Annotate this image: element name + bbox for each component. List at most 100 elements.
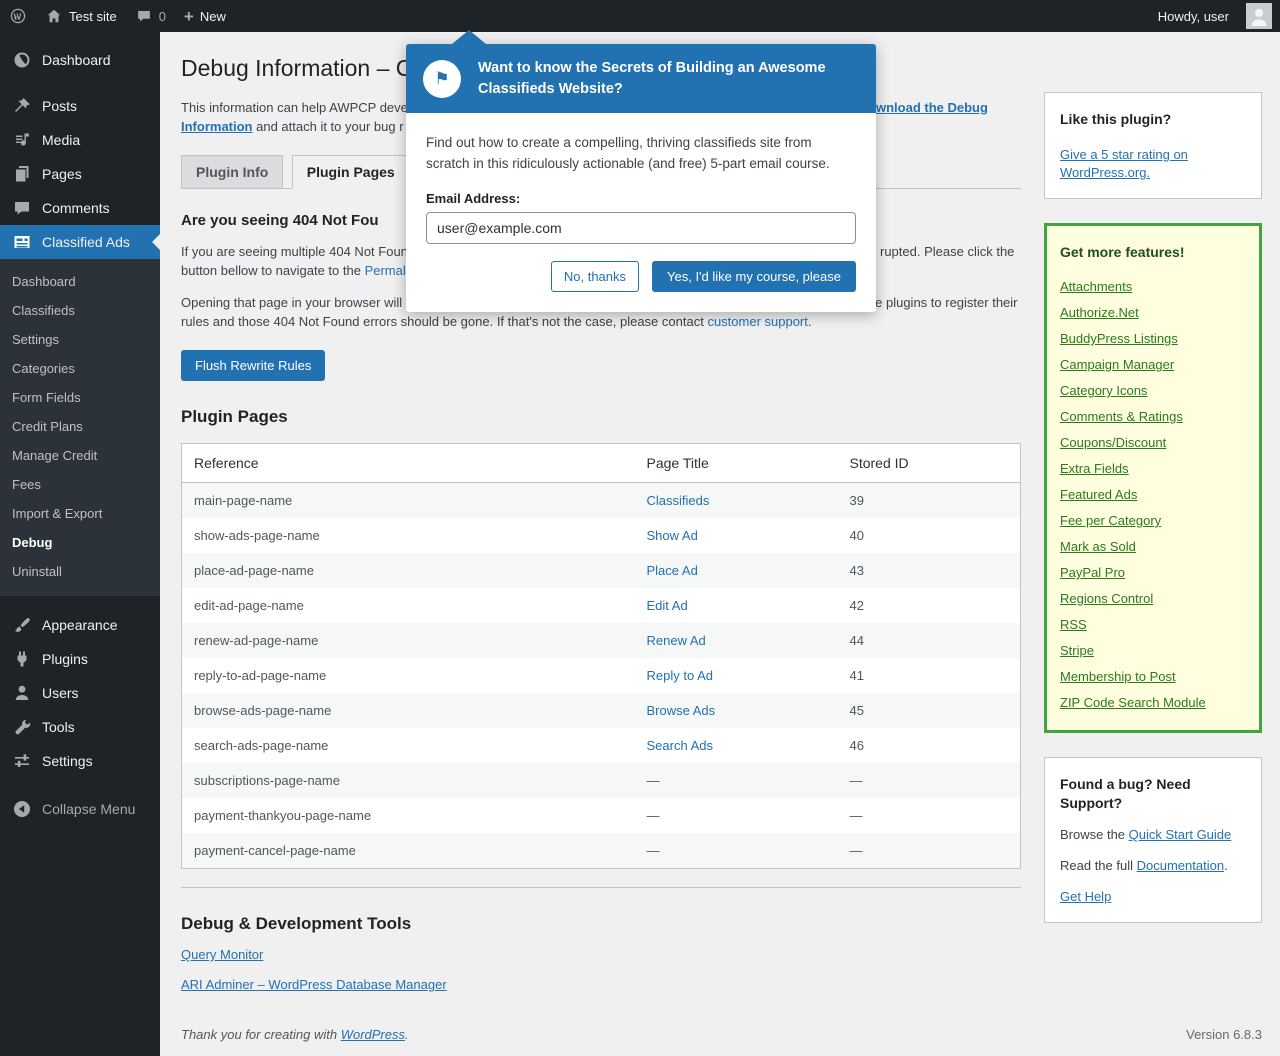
feature-link-comments-ratings[interactable]: Comments & Ratings	[1060, 409, 1183, 424]
sidebar-item-settings[interactable]: Settings	[0, 744, 160, 778]
sidebar-item-label: Plugins	[42, 651, 88, 667]
customer-support-link[interactable]: customer support	[707, 314, 808, 329]
sidebar-item-tools[interactable]: Tools	[0, 710, 160, 744]
feature-link-fee-per-category[interactable]: Fee per Category	[1060, 513, 1162, 528]
sidebar-item-comments[interactable]: Comments	[0, 191, 160, 225]
feature-link-membership-to-post[interactable]: Membership to Post	[1060, 669, 1176, 684]
quick-start-guide-link[interactable]: Quick Start Guide	[1128, 827, 1232, 842]
submenu-item-debug[interactable]: Debug	[12, 535, 53, 550]
404-p1-left: If you are seeing multiple 404 Not Foun	[181, 244, 408, 259]
feature-link-extra-fields[interactable]: Extra Fields	[1060, 461, 1129, 476]
submenu-item-dashboard[interactable]: Dashboard	[12, 274, 76, 289]
feature-link-mark-as-sold[interactable]: Mark as Sold	[1060, 539, 1136, 554]
flush-rewrite-rules-button[interactable]: Flush Rewrite Rules	[181, 350, 326, 381]
submenu-item-uninstall[interactable]: Uninstall	[12, 564, 62, 579]
admin-footer: Thank you for creating with WordPress. V…	[181, 1027, 1262, 1042]
feature-link-campaign-manager[interactable]: Campaign Manager	[1060, 357, 1175, 372]
wordpress-link[interactable]: WordPress	[340, 1027, 405, 1042]
cell-reference: renew-ad-page-name	[194, 633, 319, 648]
cell-stored-id: 45	[849, 703, 864, 718]
feature-link-rss[interactable]: RSS	[1060, 617, 1087, 632]
feature-link-stripe[interactable]: Stripe	[1060, 643, 1094, 658]
submenu-item-categories[interactable]: Categories	[12, 361, 75, 376]
sidebar-item-dashboard[interactable]: Dashboard	[0, 43, 160, 77]
accept-course-button[interactable]: Yes, I'd like my course, please	[652, 261, 856, 292]
sidebar-item-media[interactable]: Media	[0, 123, 160, 157]
sidebar-item-label: Settings	[42, 753, 93, 769]
feature-link-regions-control[interactable]: Regions Control	[1060, 591, 1154, 606]
page-title-link[interactable]: Classifieds	[646, 493, 710, 508]
submenu-item-classifieds[interactable]: Classifieds	[12, 303, 75, 318]
sidebar-item-pages[interactable]: Pages	[0, 157, 160, 191]
get-help-link[interactable]: Get Help	[1060, 889, 1112, 904]
feature-link-attachments[interactable]: Attachments	[1060, 279, 1133, 294]
page-title-link[interactable]: Reply to Ad	[646, 668, 714, 683]
cell-stored-id: 41	[849, 668, 864, 683]
page-title-link[interactable]: Place Ad	[646, 563, 698, 578]
column-header-page-title: Page Title	[634, 443, 838, 483]
table-row: place-ad-page-name Place Ad 43	[181, 553, 1021, 588]
pages-icon	[16, 166, 29, 182]
wordpress-logo-menu[interactable]	[0, 0, 36, 32]
table-row: browse-ads-page-name Browse Ads 45	[181, 693, 1021, 728]
email-address-input[interactable]	[426, 212, 856, 244]
feature-link-authorize-net[interactable]: Authorize.Net	[1060, 305, 1139, 320]
account-menu[interactable]: Howdy, user	[1149, 0, 1238, 32]
features-heading: Get more features!	[1060, 244, 1185, 260]
tab-plugin-pages[interactable]: Plugin Pages	[291, 155, 410, 189]
cell-reference: search-ads-page-name	[194, 738, 329, 753]
submenu-item-form-fields[interactable]: Form Fields	[12, 390, 81, 405]
email-address-label: Email Address:	[426, 191, 521, 206]
rate-plugin-heading: Like this plugin?	[1060, 111, 1172, 127]
cell-reference: subscriptions-page-name	[194, 773, 340, 788]
page-title-link[interactable]: Edit Ad	[646, 598, 688, 613]
sidebar-item-appearance[interactable]: Appearance	[0, 608, 160, 642]
sidebar-item-label: Tools	[42, 719, 75, 735]
page-title-link[interactable]: Search Ads	[646, 738, 714, 753]
page-title-link[interactable]: Show Ad	[646, 528, 698, 543]
sidebar-item-label: Classified Ads	[42, 234, 130, 250]
support-line-3: Get Help	[1060, 888, 1246, 906]
sidebar-item-label: Users	[42, 685, 79, 701]
plug-icon	[17, 651, 27, 667]
download-debug-link[interactable]: wnload the Debug	[876, 100, 988, 115]
cell-stored-id: 39	[849, 493, 864, 508]
new-content-menu[interactable]: + New	[175, 0, 235, 32]
submenu-item-import-export[interactable]: Import & Export	[12, 506, 103, 521]
404-section-heading: Are you seeing 404 Not Fou	[181, 212, 379, 229]
download-debug-link-continued[interactable]: Information	[181, 119, 253, 134]
support-line1-text: Browse the	[1060, 827, 1129, 842]
page-title-link[interactable]: Renew Ad	[646, 633, 706, 648]
404-p1-line2: button bellow to navigate to the	[181, 263, 365, 278]
page-title-link[interactable]: Browse Ads	[646, 703, 716, 718]
dashboard-gauge-icon	[14, 52, 30, 68]
feature-link-buddypress-listings[interactable]: BuddyPress Listings	[1060, 331, 1178, 346]
feature-link-coupons-discount[interactable]: Coupons/Discount	[1060, 435, 1167, 450]
avatar[interactable]	[1246, 3, 1272, 29]
sidebar-item-users[interactable]: Users	[0, 676, 160, 710]
site-menu[interactable]: Test site	[36, 0, 126, 32]
sidebar-item-posts[interactable]: Posts	[0, 89, 160, 123]
no-thanks-button[interactable]: No, thanks	[550, 261, 640, 292]
site-name: Test site	[69, 8, 117, 24]
submenu-item-fees[interactable]: Fees	[12, 477, 41, 492]
sidebar-item-classified-ads[interactable]: Classified Ads	[0, 225, 160, 259]
feature-link-featured-ads[interactable]: Featured Ads	[1060, 487, 1138, 502]
tab-plugin-info[interactable]: Plugin Info	[181, 155, 284, 189]
sidebar-item-plugins[interactable]: Plugins	[0, 642, 160, 676]
support-line-2: Read the full Documentation.	[1060, 857, 1246, 875]
submenu-item-credit-plans[interactable]: Credit Plans	[12, 419, 83, 434]
documentation-link[interactable]: Documentation	[1136, 858, 1225, 873]
ari-adminer-link[interactable]: ARI Adminer – WordPress Database Manager	[181, 977, 447, 992]
query-monitor-link[interactable]: Query Monitor	[181, 947, 264, 962]
comments-menu[interactable]: 0	[126, 0, 175, 32]
feature-link-paypal-pro[interactable]: PayPal Pro	[1060, 565, 1126, 580]
submenu-item-settings[interactable]: Settings	[12, 332, 59, 347]
feature-link-category-icons[interactable]: Category Icons	[1060, 383, 1148, 398]
feature-link-zip-code-search[interactable]: ZIP Code Search Module	[1060, 695, 1206, 710]
collapse-menu-button[interactable]: Collapse Menu	[0, 792, 160, 826]
submenu-item-manage-credit[interactable]: Manage Credit	[12, 448, 98, 463]
sidebar-item-label: Comments	[42, 200, 110, 216]
five-star-rating-link[interactable]: Give a 5 star rating on WordPress.org.	[1060, 147, 1188, 180]
cell-page-title-empty: —	[646, 773, 660, 788]
